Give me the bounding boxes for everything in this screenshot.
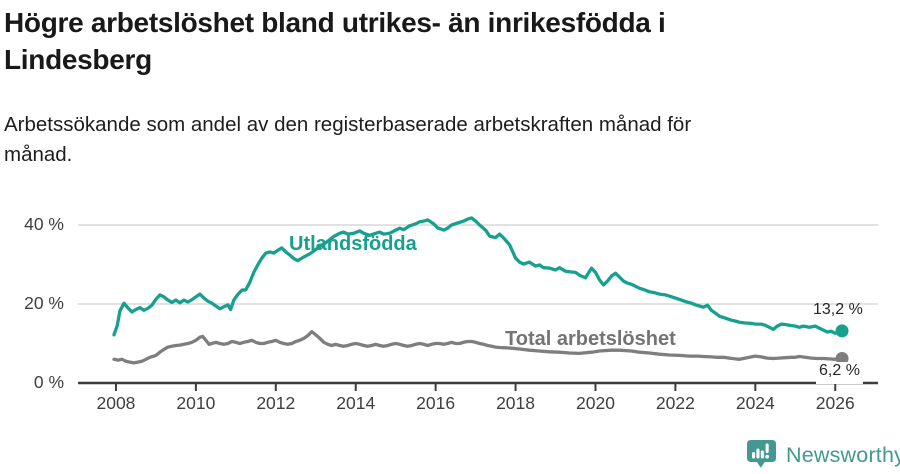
title-line-1: Högre arbetslöshet bland utrikes- än inr… xyxy=(4,7,666,38)
chart-subtitle: Arbetssökande som andel av den registerb… xyxy=(4,110,874,170)
x-tick-label-2016: 2016 xyxy=(416,393,456,413)
x-tick-label-2012: 2012 xyxy=(256,393,296,413)
title-line-2: Lindesberg xyxy=(4,44,152,75)
series-label-total-arbetsloshet: Total arbetslöshet xyxy=(505,328,676,350)
end-dot xyxy=(835,324,849,338)
x-tick-label-2022: 2022 xyxy=(655,393,695,413)
x-tick-label-2026: 2026 xyxy=(815,393,855,413)
y-tick-label-20: 20 % xyxy=(24,293,64,313)
end-dot xyxy=(835,352,849,366)
newsworthy-brand-text: Newsworthy xyxy=(786,443,900,467)
series-line-utlandsfodda xyxy=(112,216,844,337)
x-tick-label-2008: 2008 xyxy=(96,393,136,413)
x-tick-label-2024: 2024 xyxy=(735,393,775,413)
series-line-total xyxy=(112,330,844,365)
subtitle-line-1: Arbetssökande som andel av den registerb… xyxy=(4,113,692,136)
x-tick-label-2020: 2020 xyxy=(576,393,615,413)
x-tick-label-2018: 2018 xyxy=(496,393,536,413)
subtitle-line-2: månad. xyxy=(4,143,73,166)
end-value-label-total: 6,2 % xyxy=(816,362,863,384)
y-tick-label-0: 0 % xyxy=(33,372,64,392)
speech-bubble-bar-chart-icon xyxy=(747,440,776,468)
x-tick-label-2014: 2014 xyxy=(336,393,376,413)
y-tick-label-40: 40 % xyxy=(24,214,64,234)
newsworthy-logo[interactable]: Newsworthy xyxy=(745,439,900,472)
series-label-utlandsfodda: Utlandsfödda xyxy=(289,233,417,255)
end-value-label-utlandsfodda: 13,2 % xyxy=(813,301,863,318)
x-tick-label-2010: 2010 xyxy=(176,393,216,413)
page-title: Högre arbetslöshet bland utrikes- än inr… xyxy=(4,4,864,78)
